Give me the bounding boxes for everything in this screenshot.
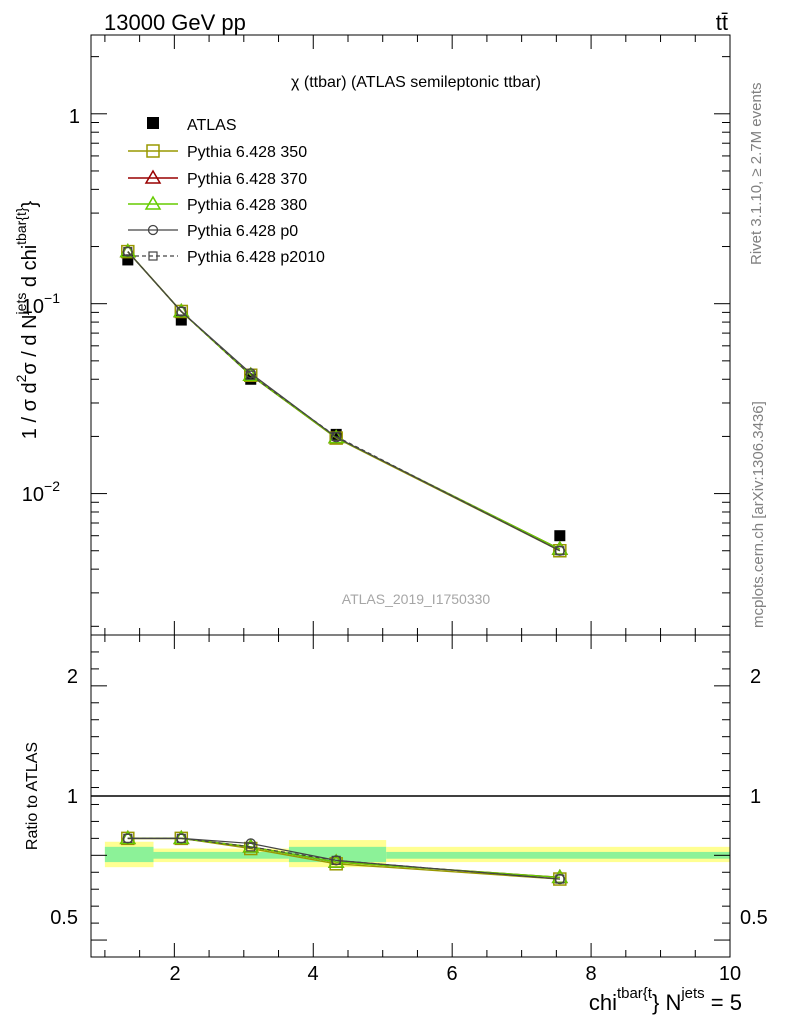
energy-label: 13000 GeV pp [104,10,246,35]
ratio-bands [104,840,730,868]
series-line [127,251,561,550]
ratio-y-tick-label-right: 0.5 [740,907,768,929]
x-title-sup: tbar{t [617,985,653,1002]
ratio-y-tick-label-right: 2 [750,666,761,688]
legend-marker-350 [146,144,160,158]
data-point [123,247,133,257]
series-line [127,251,561,552]
series-line [127,251,561,552]
x-title-sup: jets [680,985,704,1002]
legend-marker-380 [144,195,162,210]
y-tick-label-1: 1 [69,106,80,128]
y-title-part: 1 / σ d [19,382,41,439]
rivet-label: Rivet 3.1.10, ≥ 2.7M events [748,83,765,266]
data-point [331,431,341,442]
site-label: mcplots.cern.ch [arXiv:1306.3436] [750,401,767,628]
ratio-y-tick-label-left: 2 [67,666,78,688]
y-title-sup: tbar{t} [13,207,29,245]
x-tick-label: 10 [719,963,741,985]
uncertainty-band-inner [153,851,289,859]
main-series [119,243,569,558]
x-tick-label: 2 [169,963,180,985]
process-label: tt̄ [716,10,728,35]
data-point [176,306,186,317]
data-point-atlas [554,530,566,542]
ratio-y-axis-title: Ratio to ATLAS [24,742,41,850]
ratio-y-tick-label-left: 1 [67,786,78,808]
data-point [555,546,565,556]
ratio-point [329,857,343,871]
legend-marker-370 [144,169,162,184]
ratio-series [119,829,569,886]
legend-label-380: Pythia 6.428 380 [187,197,307,214]
y-title-part: σ / d N [19,314,41,374]
main-panel: χ (ttbar) (ATLAS semileptonic ttbar) ATL… [13,34,731,636]
series-line [127,251,561,552]
data-point [246,370,256,380]
y-tick-label-0.01: 10−2 [22,478,60,506]
legend-marker-atlas [147,117,159,129]
y-tick-exp: −2 [44,478,60,494]
data-point [553,543,567,558]
ratio-panel: 2 1 0.5 2 1 0.5 Ratio to ATLAS 2 4 6 8 1… [24,634,768,1015]
legend-label-atlas: ATLAS [187,117,237,134]
x-title-part: } [652,990,659,1015]
x-title-part: = 5 [705,990,742,1015]
y-tick-base: 10 [22,484,44,506]
data-point-atlas [175,314,187,326]
x-tick-label: 8 [585,963,596,985]
y-axis-title: 1 / σ d2σ / d Njets d chitbar{t}} [13,200,41,439]
legend-label-370: Pythia 6.428 370 [187,171,307,188]
ratio-point [176,833,186,843]
uncertainty-band-inner [386,851,730,859]
x-title-part: N [659,990,681,1015]
y-title-part: } [19,200,41,207]
ratio-point [555,874,565,884]
legend: ATLAS Pythia 6.428 350 Pythia 6.428 370 … [128,117,325,266]
data-point-atlas [122,254,134,266]
ratio-ticks [91,635,731,957]
ratio-y-tick-label-left: 0.5 [50,907,78,929]
legend-label-p2010: Pythia 6.428 p2010 [187,249,325,266]
x-title-part: chi [589,990,617,1015]
uncertainty-band-inner [104,846,154,863]
legend-marker-p0 [147,224,159,236]
legend-label-350: Pythia 6.428 350 [187,144,307,161]
analysis-id: ATLAS_2019_I1750330 [342,591,491,607]
x-tick-label: 4 [307,963,318,985]
y-tick-exp: −1 [44,290,60,306]
data-point-atlas [330,428,342,440]
y-tick-base: 10 [22,296,44,318]
main-title: χ (ttbar) (ATLAS semileptonic ttbar) [291,74,541,91]
legend-label-p0: Pythia 6.428 p0 [187,223,298,240]
x-axis-title: chitbar{t} Njets = 5 [589,985,742,1015]
y-title-sup: 2 [13,374,29,382]
ratio-point [246,842,256,852]
ratio-y-tick-label-right: 1 [750,786,761,808]
x-tick-label: 6 [446,963,457,985]
legend-marker-p2010 [148,251,158,261]
main-ticks [91,35,731,635]
ratio-point [331,855,341,866]
ratio-point [123,833,133,843]
y-title-sup: jets [13,293,29,316]
ratio-series-line [127,837,560,880]
y-tick-label-0.1: 10−1 [22,290,60,318]
y-title-part: d chi [19,245,41,293]
series-line [127,251,561,550]
